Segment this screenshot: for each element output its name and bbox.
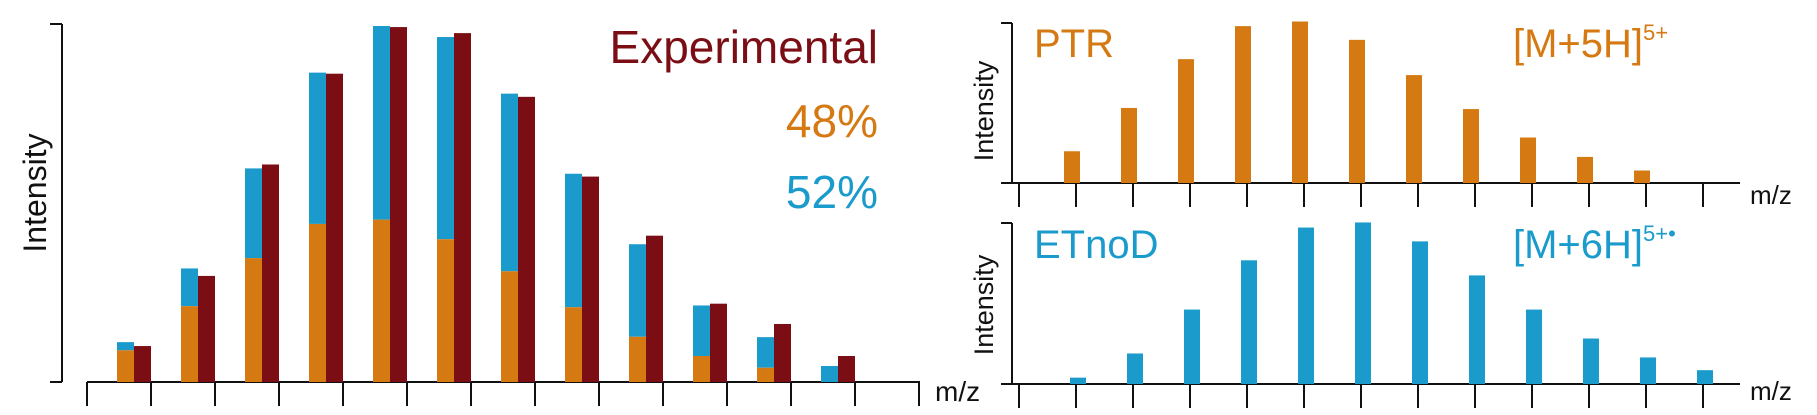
ptr-bar bbox=[1349, 39, 1365, 183]
ptr-bar bbox=[1577, 156, 1593, 183]
ptr-panel: Intensity m/z PTR [M+5H]5+ bbox=[969, 20, 1792, 210]
bar-experimental bbox=[838, 356, 855, 382]
bar-experimental bbox=[390, 27, 407, 383]
left-panel: Intensity m/z Experimental 48% 52% bbox=[17, 21, 980, 407]
bar-48-percent bbox=[757, 367, 774, 382]
bar-48-percent bbox=[437, 239, 454, 382]
ptr-ion-charge: 5+ bbox=[1643, 20, 1668, 45]
bar-52-percent bbox=[117, 342, 134, 351]
etnod-bar bbox=[1070, 377, 1086, 384]
bar-52-percent bbox=[501, 93, 518, 272]
bar-experimental bbox=[774, 323, 791, 382]
etnod-bar bbox=[1412, 241, 1428, 384]
bar-52-percent bbox=[629, 244, 646, 337]
ptr-bar bbox=[1520, 137, 1536, 183]
bar-experimental bbox=[326, 73, 343, 382]
bar-48-percent bbox=[501, 271, 518, 382]
ptr-x-axis-label: m/z bbox=[1750, 180, 1792, 210]
ptr-bar bbox=[1463, 109, 1479, 183]
etnod-panel: Intensity m/z ETnoD [M+6H]5+• bbox=[969, 221, 1792, 408]
bar-48-percent bbox=[181, 306, 198, 382]
bar-48-percent bbox=[309, 223, 326, 382]
etnod-bar bbox=[1184, 309, 1200, 384]
bar-48-percent bbox=[373, 219, 390, 382]
etnod-bar bbox=[1583, 338, 1599, 384]
bar-48-percent bbox=[565, 307, 582, 382]
bar-52-percent bbox=[373, 26, 390, 220]
ptr-bar bbox=[1178, 59, 1194, 183]
etnod-x-axis-label: m/z bbox=[1750, 376, 1792, 406]
bar-experimental bbox=[134, 346, 151, 382]
bar-48-percent bbox=[629, 336, 646, 382]
bar-experimental bbox=[646, 235, 663, 382]
left-bars bbox=[117, 26, 855, 383]
legend-48-percent: 48% bbox=[786, 95, 878, 147]
bar-experimental bbox=[198, 275, 215, 382]
ptr-y-axis-label: Intensity bbox=[969, 60, 999, 161]
bar-52-percent bbox=[757, 337, 774, 368]
etnod-ion-charge: 5+• bbox=[1643, 221, 1676, 246]
bar-48-percent bbox=[117, 350, 134, 382]
bar-experimental bbox=[518, 96, 535, 383]
ptr-bar bbox=[1634, 170, 1650, 183]
bar-52-percent bbox=[565, 173, 582, 308]
bar-experimental bbox=[710, 303, 727, 382]
bar-experimental bbox=[454, 33, 471, 383]
legend-52-percent: 52% bbox=[786, 166, 878, 218]
legend-experimental: Experimental bbox=[610, 21, 878, 73]
bar-52-percent bbox=[245, 168, 262, 259]
etnod-bar bbox=[1298, 227, 1314, 384]
bar-48-percent bbox=[245, 258, 262, 382]
ptr-bars bbox=[1064, 21, 1650, 183]
ptr-bar bbox=[1064, 151, 1080, 183]
bar-52-percent bbox=[309, 72, 326, 224]
left-y-axis-label: Intensity bbox=[17, 133, 53, 252]
left-x-axis-label: m/z bbox=[935, 376, 980, 407]
bar-48-percent bbox=[693, 356, 710, 382]
ptr-title: PTR bbox=[1034, 22, 1114, 66]
etnod-bar bbox=[1526, 309, 1542, 384]
ptr-bar bbox=[1292, 21, 1308, 183]
ptr-bar bbox=[1406, 75, 1422, 183]
etnod-ion-annotation: [M+6H]5+• bbox=[1513, 221, 1676, 267]
ptr-ion-annotation: [M+5H]5+ bbox=[1513, 20, 1668, 66]
bar-experimental bbox=[582, 176, 599, 382]
etnod-bar bbox=[1355, 222, 1371, 384]
ptr-bar bbox=[1235, 26, 1251, 183]
etnod-bar bbox=[1469, 275, 1485, 384]
etnod-y-axis-label: Intensity bbox=[969, 254, 999, 355]
etnod-ion-base: [M+6H] bbox=[1513, 223, 1643, 267]
etnod-title: ETnoD bbox=[1034, 223, 1159, 267]
ptr-ion-base: [M+5H] bbox=[1513, 22, 1643, 66]
etnod-bar bbox=[1127, 353, 1143, 384]
etnod-bars bbox=[1070, 222, 1713, 384]
bar-52-percent bbox=[693, 305, 710, 357]
bar-52-percent bbox=[437, 37, 454, 240]
bar-experimental bbox=[262, 164, 279, 382]
ptr-bar bbox=[1121, 107, 1137, 183]
bar-52-percent bbox=[181, 268, 198, 307]
etnod-bar bbox=[1640, 357, 1656, 384]
etnod-bar bbox=[1697, 370, 1713, 384]
bar-52-percent bbox=[821, 365, 838, 382]
etnod-bar bbox=[1241, 260, 1257, 384]
